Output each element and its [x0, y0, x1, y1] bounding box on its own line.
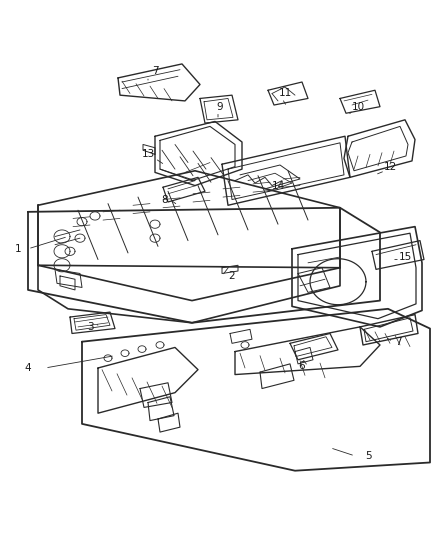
Text: 9: 9 [217, 102, 223, 112]
Text: 6: 6 [299, 361, 305, 372]
Text: 8: 8 [162, 195, 168, 205]
Text: 10: 10 [351, 102, 364, 112]
Text: 12: 12 [383, 161, 397, 172]
Text: 2: 2 [229, 271, 235, 281]
Text: 1: 1 [15, 244, 21, 254]
Text: 3: 3 [87, 322, 93, 332]
Text: 7: 7 [395, 337, 401, 346]
Text: 7: 7 [152, 66, 158, 76]
Text: 13: 13 [141, 149, 155, 159]
Text: 11: 11 [279, 88, 292, 98]
Text: 4: 4 [25, 363, 31, 373]
Text: 5: 5 [365, 451, 371, 461]
Text: 15: 15 [399, 252, 412, 262]
Text: 14: 14 [272, 181, 285, 191]
